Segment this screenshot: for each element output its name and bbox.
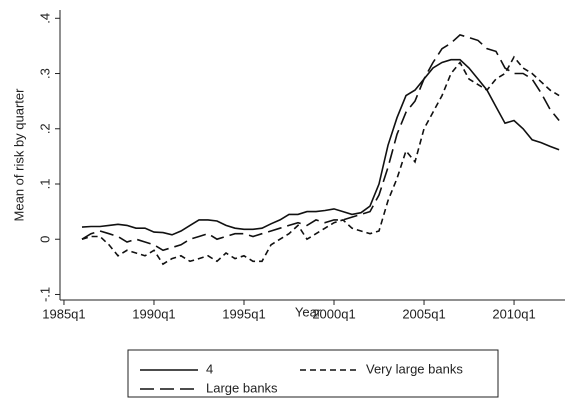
x-tick-label: 2005q1 bbox=[402, 306, 445, 321]
series-line bbox=[81, 55, 560, 266]
x-tick-label: 1985q1 bbox=[42, 306, 85, 321]
y-tick-label: .2 bbox=[37, 123, 52, 134]
x-tick-label: 1990q1 bbox=[132, 306, 175, 321]
y-tick-label: .3 bbox=[37, 68, 52, 79]
legend-label: Large banks bbox=[206, 380, 278, 395]
y-tick-label: .1 bbox=[37, 179, 52, 190]
series-line bbox=[81, 58, 560, 236]
x-axis-label: Year bbox=[295, 304, 322, 319]
y-axis-label: Mean of risk by quarter bbox=[11, 88, 26, 222]
legend-label: 4 bbox=[206, 361, 213, 376]
series-line bbox=[81, 34, 560, 252]
legend-box bbox=[127, 349, 499, 398]
x-tick-label: 1995q1 bbox=[222, 306, 265, 321]
x-tick-label: 2000q1 bbox=[312, 306, 355, 321]
y-tick-label: 0 bbox=[37, 236, 52, 243]
x-tick-label: 2010q1 bbox=[492, 306, 535, 321]
legend-label: Very large banks bbox=[366, 361, 463, 376]
y-tick-label: -.1 bbox=[37, 287, 52, 302]
y-tick-label: .4 bbox=[37, 13, 52, 24]
